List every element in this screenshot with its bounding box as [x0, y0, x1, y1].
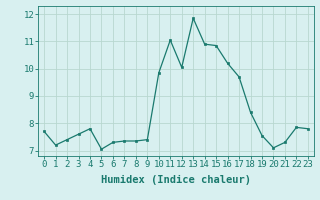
X-axis label: Humidex (Indice chaleur): Humidex (Indice chaleur): [101, 175, 251, 185]
